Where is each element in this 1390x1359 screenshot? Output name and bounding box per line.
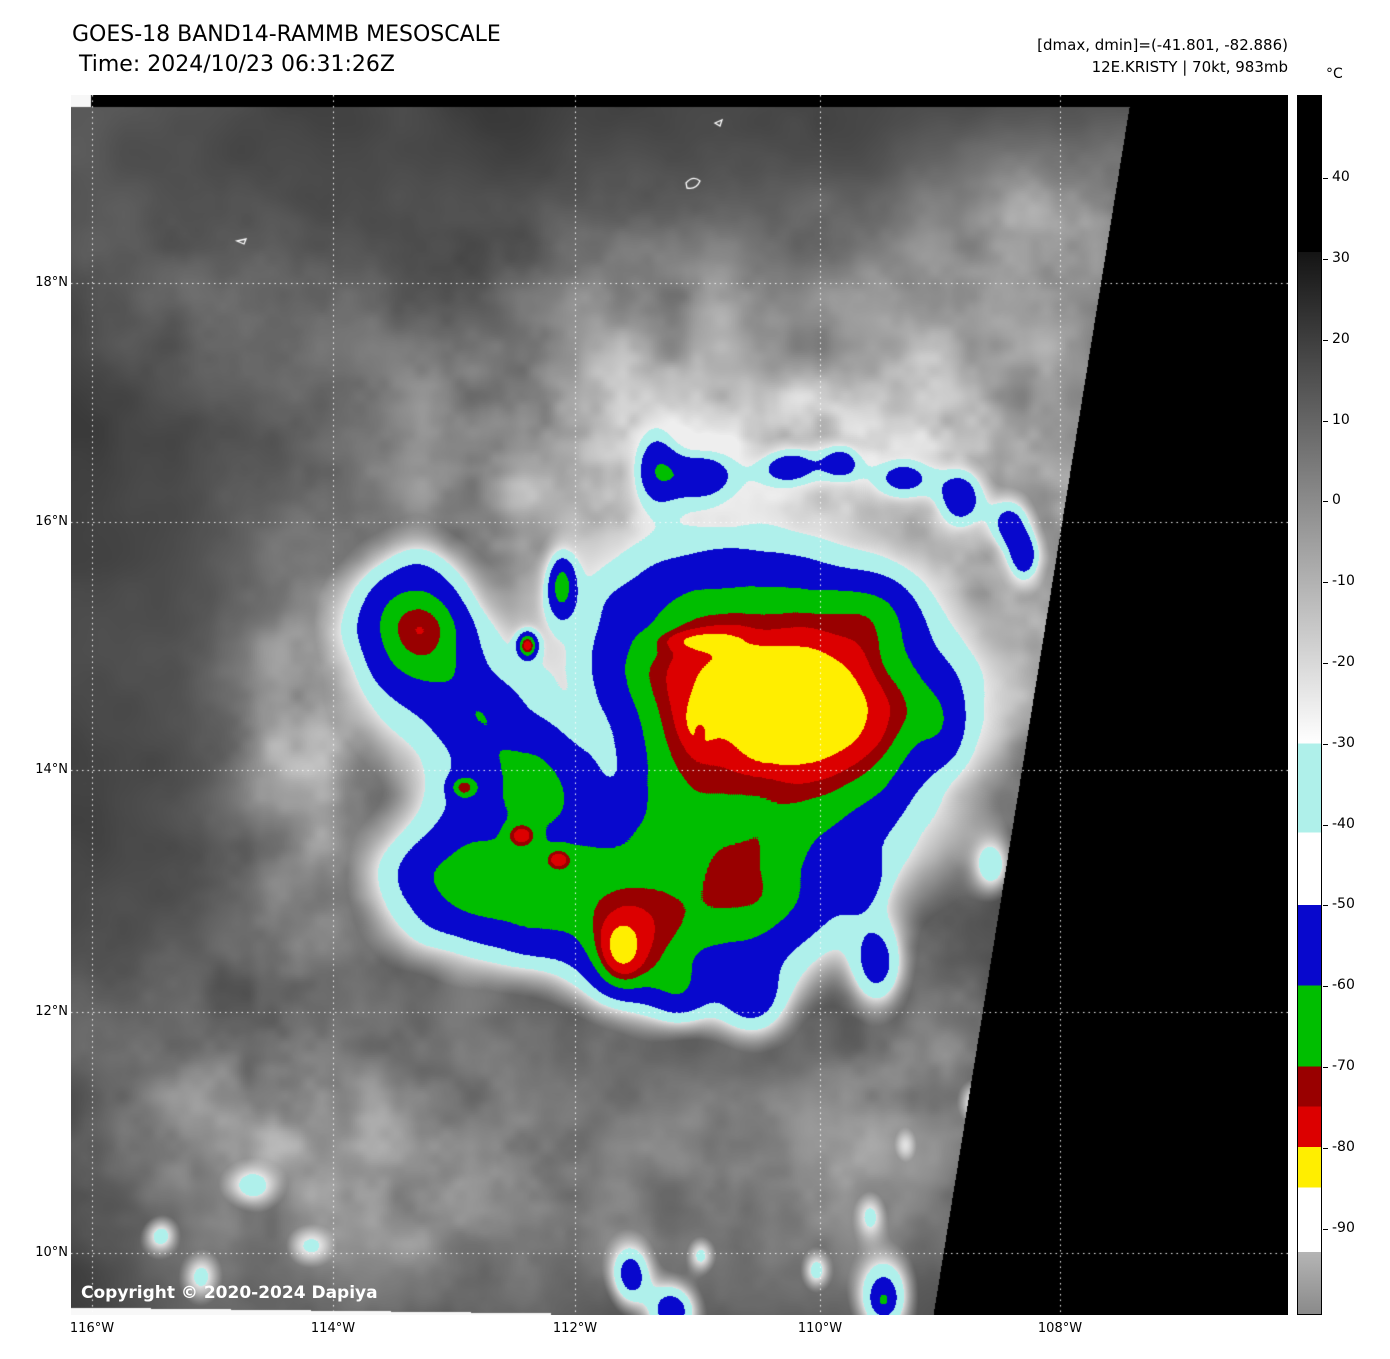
colorbar-tick-label: -20 bbox=[1332, 654, 1355, 671]
lon-tick-label: 114°W bbox=[310, 1321, 356, 1336]
lat-tick-label: 14°N bbox=[35, 762, 68, 777]
colorbar-unit-label: °C bbox=[1326, 66, 1343, 82]
timestamp: Time: 2024/10/23 06:31:26Z bbox=[79, 52, 395, 77]
colorbar-tick-mark bbox=[1323, 178, 1328, 180]
colorbar-tick-mark bbox=[1323, 986, 1328, 988]
colorbar-tick-mark bbox=[1323, 824, 1328, 826]
lat-tick-label: 10°N bbox=[35, 1245, 68, 1260]
colorbar-tick-label: -10 bbox=[1332, 573, 1355, 590]
colorbar-tick-mark bbox=[1323, 663, 1328, 665]
colorbar-tick-mark bbox=[1323, 420, 1328, 422]
colorbar-tick-label: -60 bbox=[1332, 977, 1355, 994]
colorbar-tick-mark bbox=[1323, 582, 1328, 584]
colorbar-tick-label: 0 bbox=[1332, 492, 1341, 509]
colorbar-tick-label: 20 bbox=[1332, 330, 1350, 347]
lon-tick-label: 108°W bbox=[1037, 1321, 1083, 1336]
colorbar-tick-label: -50 bbox=[1332, 896, 1355, 913]
colorbar-tick-mark bbox=[1323, 501, 1328, 503]
colorbar-tick-mark bbox=[1323, 1066, 1328, 1068]
lat-tick-label: 16°N bbox=[35, 514, 68, 529]
colorbar-tick-label: -80 bbox=[1332, 1138, 1355, 1155]
lon-tick-label: 112°W bbox=[552, 1321, 598, 1336]
colorbar-tick-mark bbox=[1323, 1228, 1328, 1230]
lon-tick-label: 116°W bbox=[69, 1321, 115, 1336]
lat-tick-label: 12°N bbox=[35, 1004, 68, 1019]
colorbar-tick-label: 40 bbox=[1332, 169, 1350, 186]
storm-info: 12E.KRISTY | 70kt, 983mb bbox=[1091, 58, 1288, 76]
colorbar-tick-mark bbox=[1323, 1147, 1328, 1149]
colorbar-tick-mark bbox=[1323, 743, 1328, 745]
colorbar-tick-label: 30 bbox=[1332, 249, 1350, 266]
lat-tick-label: 18°N bbox=[35, 275, 68, 290]
colorbar-tick-label: -90 bbox=[1332, 1219, 1355, 1236]
product-title: GOES-18 BAND14-RAMMB MESOSCALE bbox=[72, 22, 501, 47]
colorbar-tick-mark bbox=[1323, 905, 1328, 907]
lon-tick-label: 110°W bbox=[797, 1321, 843, 1336]
copyright-label: Copyright © 2020-2024 Dapiya bbox=[81, 1283, 378, 1303]
colorbar-tick-label: 10 bbox=[1332, 411, 1350, 428]
colorbar-tick-label: -70 bbox=[1332, 1057, 1355, 1074]
satellite-map-canvas bbox=[71, 95, 1288, 1315]
colorbar bbox=[1297, 95, 1322, 1315]
colorbar-tick-label: -40 bbox=[1332, 815, 1355, 832]
colorbar-tick-mark bbox=[1323, 339, 1328, 341]
colorbar-tick-mark bbox=[1323, 258, 1328, 260]
dmax-dmin-readout: [dmax, dmin]=(-41.801, -82.886) bbox=[1037, 36, 1288, 54]
colorbar-tick-label: -30 bbox=[1332, 734, 1355, 751]
